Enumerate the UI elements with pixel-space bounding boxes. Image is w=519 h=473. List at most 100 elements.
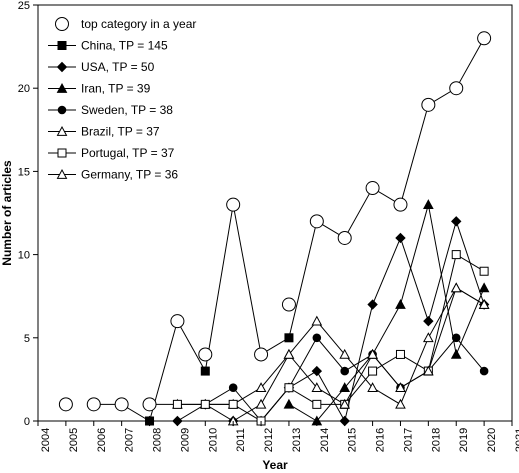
top-category-marker [254, 347, 269, 362]
series-line-0 [93, 38, 485, 422]
series-6-point [339, 398, 351, 409]
legend-label: top category in a year [81, 17, 196, 31]
series-5-point [395, 349, 405, 359]
series-6-point [450, 282, 462, 293]
series-4-point [367, 382, 378, 393]
top-category-marker [281, 297, 296, 312]
series-4-point [339, 348, 351, 359]
axis-layer: 2004 20 0 5 2006 2007 2008 2009 2010 2011 2012 2013… [18, 0, 519, 452]
top-category-marker [421, 97, 436, 112]
series-4-point [311, 315, 323, 326]
legend-label: China, TP = 145 [81, 39, 168, 53]
x-tick-label: 2008 [152, 428, 164, 452]
x-tick-label: 2004 [40, 428, 52, 452]
x-tick-label: 2019 [458, 428, 470, 452]
series-1-point [311, 365, 323, 377]
series-6-point [283, 348, 295, 359]
series-1-point [395, 232, 406, 244]
x-tick-label: 2013 [291, 428, 303, 452]
legend-label: Germany, TP = 36 [81, 168, 178, 182]
series-6-point [395, 382, 406, 393]
series-5-point [200, 399, 210, 409]
legend-marker [57, 105, 67, 115]
legend-marker [56, 61, 68, 73]
legend-label: Portugal, TP = 37 [81, 146, 175, 160]
top-category-marker [449, 81, 464, 96]
top-category-layer [58, 31, 492, 412]
series-4-point [255, 382, 267, 393]
series-2-point [395, 298, 406, 309]
legend-label: USA, TP = 50 [81, 60, 155, 74]
top-category-marker [58, 397, 73, 412]
series-line-6 [232, 287, 485, 422]
series-6-point [255, 398, 267, 409]
series-3-point [451, 333, 461, 343]
series-1-point [367, 299, 378, 310]
legend-marker [56, 82, 68, 93]
legend: top category in a year China, TP = 145 USA… [48, 17, 196, 182]
series-layer [93, 38, 485, 423]
x-tick-label: 2021 [514, 428, 519, 452]
legend-marker [56, 125, 68, 136]
series-5-point [368, 366, 378, 376]
top-category-marker [142, 397, 157, 412]
series-line-2 [288, 204, 485, 422]
top-category-marker [226, 197, 241, 212]
x-tick-label: 2006 [96, 428, 108, 452]
y-axis-title: Number of articles [0, 160, 14, 266]
series-3-point [340, 366, 350, 376]
top-category-marker [309, 214, 324, 229]
top-category-marker [170, 314, 185, 329]
legend-marker [55, 17, 69, 31]
series-6-point [423, 365, 434, 376]
y-tick-label: 15 [18, 166, 30, 178]
legend-marker [57, 148, 67, 158]
x-tick-label: 2018 [430, 428, 442, 452]
y-tick-label: 5 [24, 333, 30, 345]
series-5-point [312, 399, 322, 409]
x-tick-label: 2009 [179, 428, 191, 452]
top-category-marker [337, 230, 352, 245]
series-2-point [283, 398, 295, 409]
series-4-point [423, 332, 434, 343]
series-6-point [311, 382, 323, 393]
x-tick-label: 2015 [347, 428, 359, 452]
legend-label: Brazil, TP = 37 [81, 125, 160, 139]
y-tick-label: 0 [24, 416, 30, 428]
series-6-point [367, 348, 378, 359]
x-tick-label: 2010 [207, 428, 219, 452]
series-0-point [284, 333, 294, 343]
top-category-marker [114, 397, 129, 412]
x-tick-label: 2016 [375, 428, 387, 452]
series-line-4 [177, 287, 485, 406]
top-category-marker [365, 181, 380, 196]
legend-marker [56, 168, 68, 179]
x-tick-label: 2007 [124, 428, 136, 452]
x-axis-title: Year [262, 458, 288, 472]
top-category-marker [477, 31, 492, 46]
legend-label: Iran, TP = 39 [81, 82, 151, 96]
legend-label: Sweden, TP = 38 [81, 103, 173, 117]
series-1-point [451, 216, 462, 227]
x-tick-label: 2012 [263, 428, 275, 452]
x-tick-label: 2014 [319, 428, 331, 452]
y-tick-label: 20 [18, 83, 30, 95]
x-tick-label: 2017 [402, 428, 414, 452]
series-5-point [172, 399, 182, 409]
plot-frame [37, 4, 513, 422]
series-6-point [478, 298, 490, 309]
series-3-point [479, 366, 489, 376]
series-2-point [423, 199, 434, 210]
series-0-point [200, 366, 210, 376]
series-2-point [339, 382, 351, 393]
series-1-point [423, 315, 434, 327]
top-category-marker [198, 347, 213, 362]
x-tick-label: 2011 [235, 428, 247, 452]
top-category-marker [86, 397, 101, 412]
top-category-marker [393, 197, 408, 212]
series-3-point [228, 383, 238, 393]
y-tick-label: 10 [18, 250, 30, 262]
series-2-point [450, 348, 462, 359]
series-5-point [451, 250, 461, 260]
